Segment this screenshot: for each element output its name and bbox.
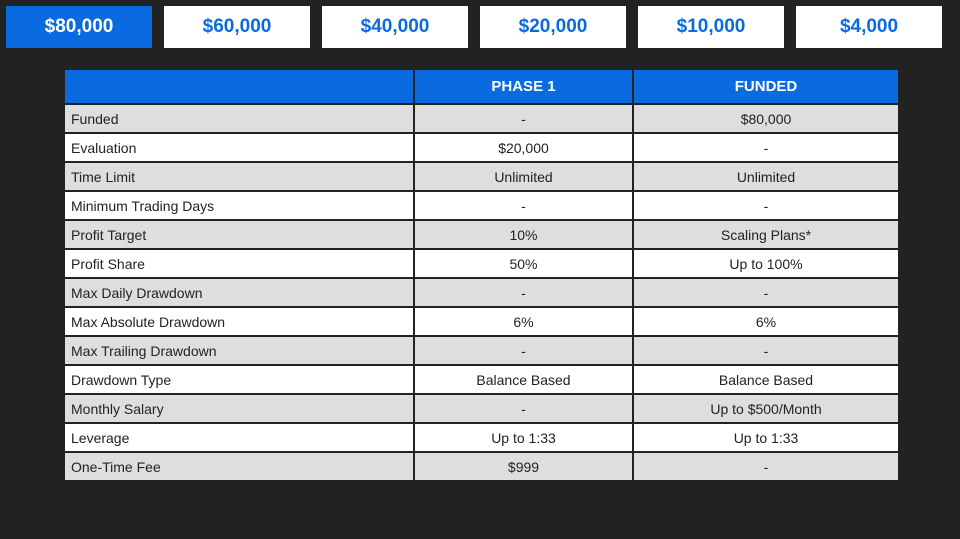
table-row: Drawdown Type Balance Based Balance Based xyxy=(63,364,900,395)
table-row: Max Daily Drawdown - - xyxy=(63,277,900,308)
cell-phase-1: Unlimited xyxy=(413,161,634,192)
cell-funded: Up to 1:33 xyxy=(632,422,900,453)
cell-funded: Up to 100% xyxy=(632,248,900,279)
comparison-table-wrap: PHASE 1 FUNDED Funded - $80,000 Evaluation $… xyxy=(63,68,900,482)
row-label: Profit Share xyxy=(63,248,415,279)
cell-funded: $80,000 xyxy=(632,103,900,134)
cell-funded: Balance Based xyxy=(632,364,900,395)
header-blank xyxy=(63,68,415,105)
cell-phase-1: - xyxy=(413,335,634,366)
cell-phase-1: 10% xyxy=(413,219,634,250)
table-row: Evaluation $20,000- xyxy=(63,132,900,163)
table-row: Monthly Salary - Up to $500/Month xyxy=(63,393,900,424)
cell-phase-1: - xyxy=(413,103,634,134)
row-label: Monthly Salary xyxy=(63,393,415,424)
tab-60000[interactable]: $60,000 xyxy=(164,6,310,48)
cell-funded: - xyxy=(632,190,900,221)
table-row: Profit Share 50% Up to 100% xyxy=(63,248,900,279)
cell-phase-1: $20,000 xyxy=(413,132,634,163)
cell-funded: - xyxy=(632,451,900,482)
cell-phase-1: - xyxy=(413,277,634,308)
tab-40000[interactable]: $40,000 xyxy=(322,6,468,48)
table-row: Leverage Up to 1:33 Up to 1:33 xyxy=(63,422,900,453)
cell-funded: 6% xyxy=(632,306,900,337)
tab-80000[interactable]: $80,000 xyxy=(6,6,152,48)
cell-phase-1: - xyxy=(413,190,634,221)
table-row: Minimum Trading Days - - xyxy=(63,190,900,221)
cell-phase-1: $999 xyxy=(413,451,634,482)
tab-10000[interactable]: $10,000 xyxy=(638,6,784,48)
row-label: Funded xyxy=(63,103,415,134)
tab-20000[interactable]: $20,000 xyxy=(480,6,626,48)
cell-phase-1: Balance Based xyxy=(413,364,634,395)
cell-funded: Up to $500/Month xyxy=(632,393,900,424)
row-label: Time Limit xyxy=(63,161,415,192)
table-header-row: PHASE 1 FUNDED xyxy=(63,68,900,105)
tab-4000[interactable]: $4,000 xyxy=(796,6,942,48)
cell-phase-1: 6% xyxy=(413,306,634,337)
row-label: Max Absolute Drawdown xyxy=(63,306,415,337)
row-label: Evaluation xyxy=(63,132,415,163)
comparison-table: PHASE 1 FUNDED Funded - $80,000 Evaluation $… xyxy=(63,68,900,482)
cell-phase-1: 50% xyxy=(413,248,634,279)
table-row: One-Time Fee $999- xyxy=(63,451,900,482)
cell-funded: - xyxy=(632,132,900,163)
cell-funded: Unlimited xyxy=(632,161,900,192)
cell-funded: - xyxy=(632,335,900,366)
table-row: Profit Target 10% Scaling Plans* xyxy=(63,219,900,250)
cell-funded: Scaling Plans* xyxy=(632,219,900,250)
row-label: Max Daily Drawdown xyxy=(63,277,415,308)
table-body: Funded - $80,000 Evaluation $20,000- Time Lim… xyxy=(63,103,900,482)
account-size-tabs: $80,000 $60,000 $40,000 $20,000 $10,000 … xyxy=(6,6,942,48)
table-row: Max Absolute Drawdown 6% 6% xyxy=(63,306,900,337)
row-label: Drawdown Type xyxy=(63,364,415,395)
row-label: Minimum Trading Days xyxy=(63,190,415,221)
header-phase-1: PHASE 1 xyxy=(413,68,634,105)
table-row: Time Limit Unlimited Unlimited xyxy=(63,161,900,192)
row-label: Profit Target xyxy=(63,219,415,250)
cell-funded: - xyxy=(632,277,900,308)
cell-phase-1: - xyxy=(413,393,634,424)
header-funded: FUNDED xyxy=(632,68,900,105)
table-row: Max Trailing Drawdown - - xyxy=(63,335,900,366)
row-label: One-Time Fee xyxy=(63,451,415,482)
row-label: Max Trailing Drawdown xyxy=(63,335,415,366)
table-row: Funded - $80,000 xyxy=(63,103,900,134)
cell-phase-1: Up to 1:33 xyxy=(413,422,634,453)
row-label: Leverage xyxy=(63,422,415,453)
